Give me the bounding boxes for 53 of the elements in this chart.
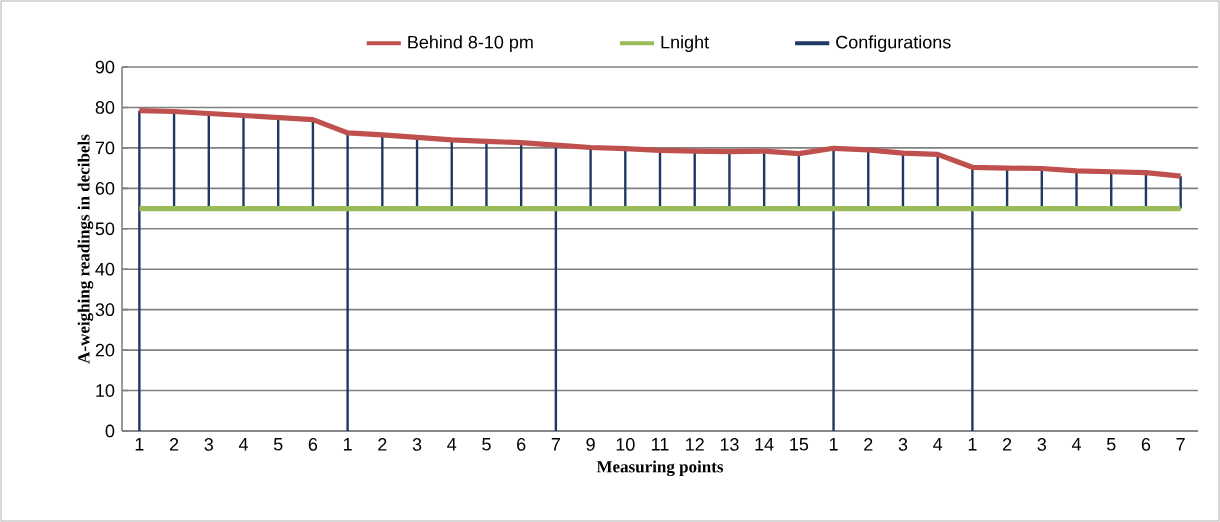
x-tick-label: 13 (720, 438, 739, 451)
y-tick-label: 70 (95, 141, 115, 155)
y-tick-label: 90 (95, 60, 115, 74)
x-tick-label: 1 (343, 438, 352, 451)
x-tick-label: 3 (412, 438, 422, 451)
x-tick-label: 3 (1037, 438, 1047, 451)
x-tick-label: 7 (551, 438, 560, 451)
x-tick-label: 11 (652, 438, 669, 451)
legend-label: Configurations (836, 35, 951, 53)
x-tick-label: 2 (864, 438, 873, 451)
y-tick-label: 30 (95, 303, 115, 317)
bar (381, 134, 384, 209)
x-tick-label: 1 (829, 438, 838, 451)
bar (832, 148, 835, 431)
y-tick-label: 0 (105, 424, 115, 438)
x-tick-label: 1 (135, 438, 144, 451)
y-tick-label: 20 (95, 343, 115, 357)
x-tick-label: 4 (933, 438, 943, 451)
y-tick-label: 50 (95, 222, 115, 236)
x-tick-label: 10 (616, 438, 635, 451)
y-axis-title: A-weighing readings in decibels (77, 134, 94, 364)
y-tick-label: 80 (95, 101, 115, 114)
bar (971, 167, 974, 431)
x-tick-label: 15 (790, 438, 809, 451)
x-tick-label: 7 (1176, 438, 1185, 451)
x-tick-label: 14 (755, 438, 774, 451)
x-tick-label: 12 (686, 438, 704, 451)
x-tick-label: 2 (378, 438, 387, 451)
x-tick-label: 9 (586, 438, 595, 451)
x-tick-label: 5 (1106, 438, 1116, 451)
x-tick-label: 4 (1071, 438, 1081, 451)
x-tick-label: 6 (517, 438, 526, 451)
x-axis-title: Measuring points (596, 460, 724, 477)
bar (138, 110, 141, 431)
x-tick-label: 2 (1003, 438, 1012, 451)
x-tick-label: 3 (898, 438, 908, 451)
x-tick-label: 2 (169, 438, 179, 451)
x-tick-label: 1 (968, 438, 977, 451)
x-tick-label: 5 (273, 438, 283, 451)
x-tick-label: 4 (447, 438, 457, 451)
x-tick-label: 3 (204, 438, 213, 451)
y-tick-label: 40 (95, 262, 115, 276)
bar (242, 115, 245, 209)
bar (589, 147, 592, 209)
x-tick-label: 5 (482, 438, 491, 451)
legend-label: Lnight (661, 35, 709, 53)
y-tick-label: 60 (95, 181, 115, 195)
y-tick-label: 10 (96, 384, 115, 397)
x-tick-label: 4 (238, 438, 248, 451)
bar (346, 132, 349, 431)
x-tick-label: 6 (308, 438, 318, 451)
legend-label: Behind 8-10 pm (408, 35, 533, 53)
x-tick-label: 6 (1141, 438, 1151, 451)
